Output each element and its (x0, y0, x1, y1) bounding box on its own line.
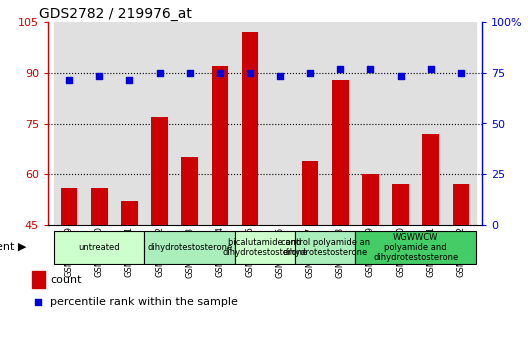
Point (246, 70, 254, 76)
Point (65, 77, 73, 82)
Bar (181, 157, 198, 225)
Bar (446, 22, 476, 225)
Text: control polyamide an
dihydrotestosterone: control polyamide an dihydrotestosterone (281, 238, 370, 257)
Bar (121, 201, 138, 225)
Bar (175, 22, 205, 225)
Point (457, 70, 465, 76)
Bar (332, 80, 348, 225)
Text: WGWWCW
polyamide and
dihydrotestosterone: WGWWCW polyamide and dihydrotestosterone (373, 233, 458, 262)
Text: count: count (50, 275, 82, 285)
Text: percentile rank within the sample: percentile rank within the sample (50, 297, 238, 307)
Point (427, 67, 435, 72)
Text: GDS2782 / 219976_at: GDS2782 / 219976_at (39, 7, 192, 21)
Point (155, 70, 164, 76)
Bar (91, 188, 108, 225)
Bar (61, 188, 78, 225)
Text: agent ▶: agent ▶ (0, 242, 26, 252)
Bar (355, 22, 385, 225)
Bar (452, 184, 469, 225)
Bar (235, 22, 265, 225)
Bar (295, 231, 355, 264)
Point (276, 73, 284, 79)
Bar (295, 22, 325, 225)
Bar (151, 117, 168, 225)
Point (366, 67, 375, 72)
Bar (416, 22, 446, 225)
Bar (265, 22, 295, 225)
Bar (54, 22, 84, 225)
Bar (84, 22, 114, 225)
Text: bicalutamide and
dihydrotestosterone: bicalutamide and dihydrotestosterone (222, 238, 308, 257)
Bar (114, 22, 145, 225)
Bar (422, 134, 439, 225)
Bar (355, 231, 476, 264)
Bar (145, 22, 175, 225)
Point (306, 70, 315, 76)
Text: dihydrotestosterone: dihydrotestosterone (147, 243, 232, 252)
Bar (242, 32, 258, 225)
Bar (145, 231, 235, 264)
Point (125, 77, 134, 82)
Point (185, 70, 194, 76)
Point (215, 70, 224, 76)
Bar (212, 66, 228, 225)
Bar (325, 22, 355, 225)
Text: untreated: untreated (79, 243, 120, 252)
Bar (302, 161, 318, 225)
Bar (32, 272, 45, 288)
Point (34, 299, 42, 304)
Point (95, 73, 103, 79)
Bar (392, 184, 409, 225)
Bar (235, 231, 295, 264)
Bar (205, 22, 235, 225)
Point (397, 73, 405, 79)
Bar (362, 174, 379, 225)
Point (336, 67, 345, 72)
Bar (54, 231, 145, 264)
Bar (385, 22, 416, 225)
